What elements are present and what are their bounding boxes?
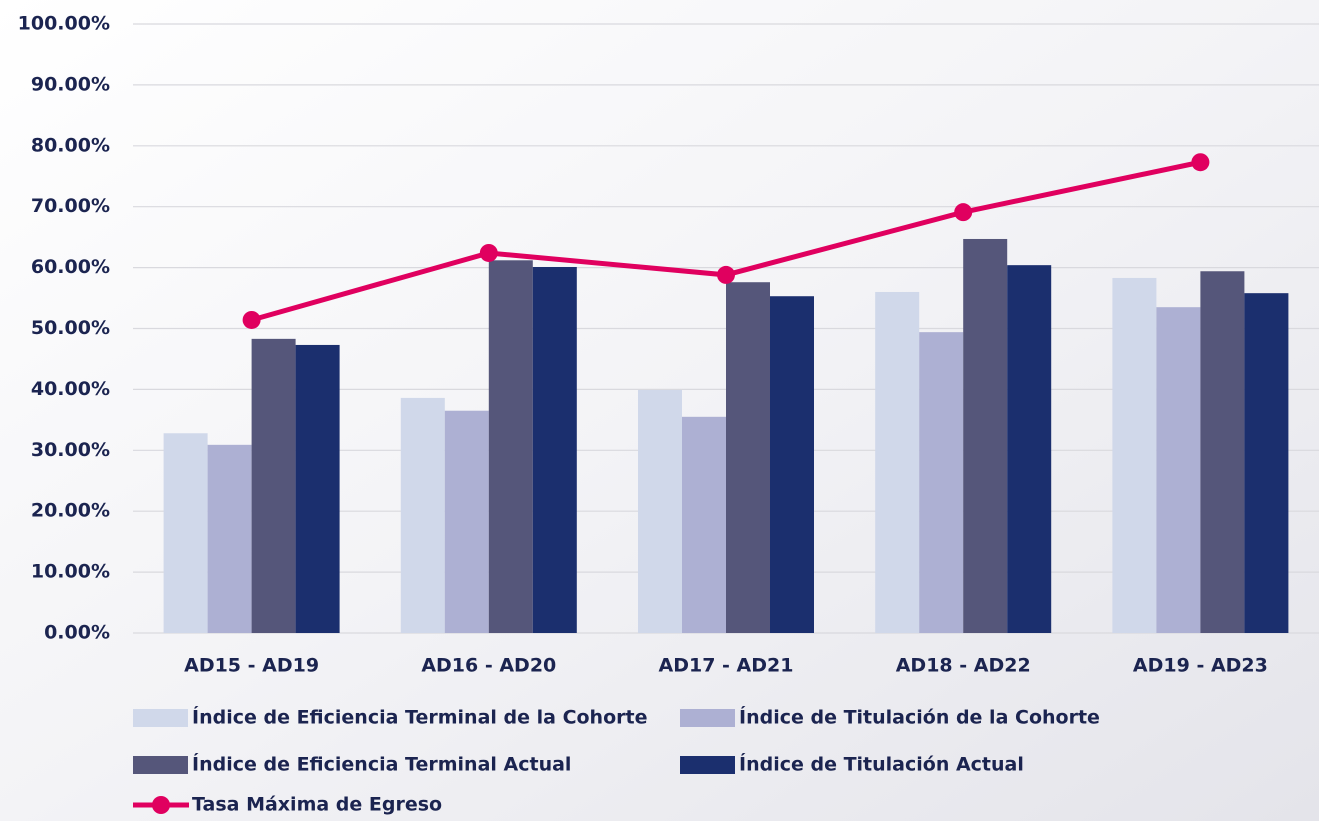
x-tick-label: AD15 - AD19 [184,655,319,677]
bar [400,397,445,633]
legend-label: Índice de Eficiencia Terminal de la Coho… [192,706,647,729]
x-tick-label: AD19 - AD23 [1133,655,1268,677]
line-point [479,243,498,262]
y-tick-label: 60.00% [31,256,110,278]
y-tick-label: 100.00% [18,13,110,35]
y-tick-label: 90.00% [31,73,110,95]
bar [251,338,296,633]
bar [444,410,489,633]
legend-swatch [680,709,735,727]
y-tick-label: 70.00% [31,195,110,217]
bar [875,291,920,633]
legend-label: Tasa Máxima de Egreso [192,794,442,816]
line-point [242,310,261,329]
line-point [717,265,735,284]
bar [1156,307,1201,633]
line-point [1191,153,1210,172]
y-tick-label: 50.00% [31,317,110,339]
legend-marker [152,796,170,814]
y-tick-label: 10.00% [31,561,110,583]
bar [1007,265,1052,633]
bar [726,282,770,633]
bar [295,344,340,633]
y-tick-label: 40.00% [31,378,110,400]
bar [638,390,682,633]
legend-swatch [133,709,188,727]
bar [1112,277,1157,633]
y-tick-label: 0.00% [44,622,110,644]
bar [163,433,208,633]
bar [682,416,726,633]
x-tick-label: AD16 - AD20 [421,655,556,677]
legend-label: Índice de Titulación de la Cohorte [739,706,1100,729]
bar [532,266,577,633]
bar [963,238,1008,634]
x-tick-label: AD18 - AD22 [896,655,1031,677]
legend-label: Índice de Titulación Actual [739,753,1024,776]
bar [770,296,814,633]
y-tick-label: 80.00% [31,134,110,156]
y-tick-label: 20.00% [31,500,110,522]
legend-swatch [133,756,188,774]
line-point [954,203,973,222]
legend-label: Índice de Eficiencia Terminal Actual [192,753,571,776]
y-tick-label: 30.00% [31,439,110,461]
bar [207,444,252,633]
legend-swatch [680,756,735,774]
bar [919,332,964,633]
bar [1244,293,1289,633]
bar [1200,271,1245,633]
bar [488,260,533,633]
x-tick-label: AD17 - AD21 [659,655,794,677]
